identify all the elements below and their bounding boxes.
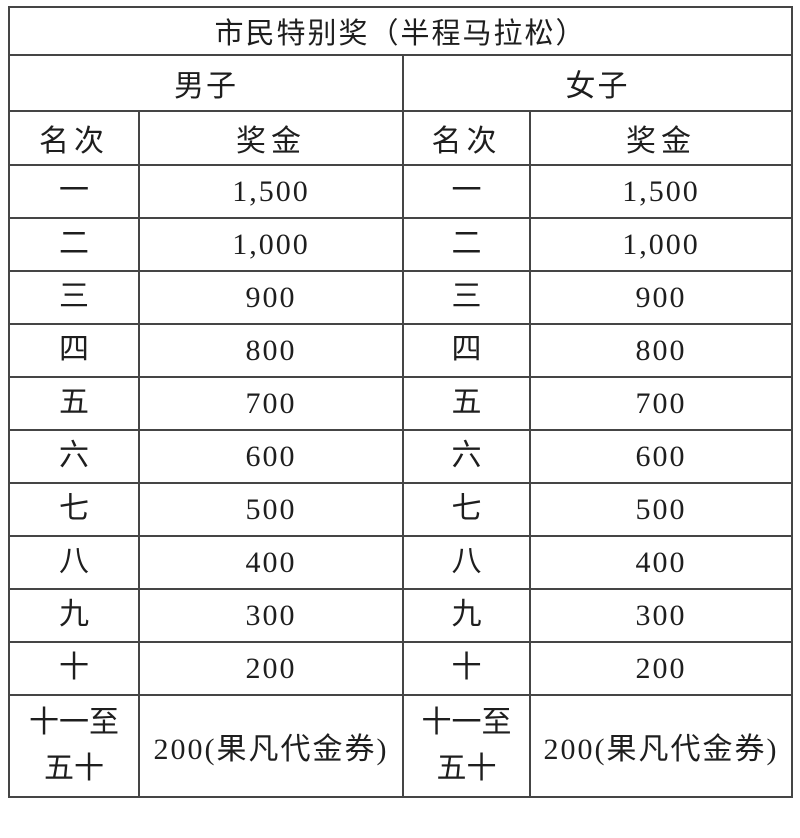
group-header-women: 女子 — [401, 54, 794, 112]
prize-cell-men: 900 — [138, 270, 404, 325]
rank-cell-men: 五 — [8, 376, 140, 431]
prize-cell-women: 1,500 — [528, 164, 794, 219]
rank-cell-women: 一 — [402, 164, 531, 219]
column-header-row: 名次 奖金 名次 奖金 — [8, 110, 794, 166]
prize-cell-men: 600 — [138, 429, 404, 484]
prize-cell-men: 1,500 — [138, 164, 404, 219]
rank-cell-women: 九 — [402, 588, 531, 643]
rank-cell-men: 二 — [8, 217, 140, 272]
prize-cell-men: 400 — [138, 535, 404, 590]
prize-cell-women: 200(果凡代金券) — [528, 694, 794, 798]
col-header-rank-men: 名次 — [8, 110, 140, 166]
prize-cell-women: 500 — [528, 482, 794, 537]
rank-cell-men: 九 — [8, 588, 140, 643]
col-header-prize-men: 奖金 — [138, 110, 404, 166]
prize-cell-women: 400 — [528, 535, 794, 590]
prize-cell-men: 800 — [138, 323, 404, 378]
prize-cell-men: 700 — [138, 376, 404, 431]
rank-cell-women: 十 — [402, 641, 531, 696]
table-row: 九 300 九 300 — [8, 588, 794, 643]
table-title: 市民特别奖（半程马拉松） — [7, 6, 794, 56]
rank-cell-women: 五 — [402, 376, 531, 431]
col-header-rank-women: 名次 — [402, 110, 531, 166]
rank-cell-men: 八 — [8, 535, 140, 590]
prize-cell-men: 300 — [138, 588, 404, 643]
table-row: 十 200 十 200 — [8, 641, 794, 696]
table-row: 二 1,000 二 1,000 — [8, 217, 794, 272]
table-row: 八 400 八 400 — [8, 535, 794, 590]
prize-cell-women: 700 — [528, 376, 794, 431]
rank-cell-men: 十 — [8, 641, 140, 696]
prize-cell-women: 600 — [528, 429, 794, 484]
prize-table: 市民特别奖（半程马拉松） 男子 女子 名次 奖金 名次 奖金 一 1,500 一… — [7, 6, 794, 798]
rank-cell-women: 二 — [402, 217, 531, 272]
col-header-prize-women: 奖金 — [528, 110, 794, 166]
rank-cell-women: 十一至 五十 — [402, 694, 531, 798]
table-row: 四 800 四 800 — [8, 323, 794, 378]
prize-cell-women: 300 — [528, 588, 794, 643]
rank-cell-men: 七 — [8, 482, 140, 537]
prize-cell-men: 500 — [138, 482, 404, 537]
table-row: 七 500 七 500 — [8, 482, 794, 537]
rank-cell-women: 八 — [402, 535, 531, 590]
prize-cell-women: 900 — [528, 270, 794, 325]
table-row: 五 700 五 700 — [8, 376, 794, 431]
rank-cell-men: 一 — [8, 164, 140, 219]
prize-cell-women: 1,000 — [528, 217, 794, 272]
prize-cell-women: 200 — [528, 641, 794, 696]
rank-cell-women: 七 — [402, 482, 531, 537]
title-row: 市民特别奖（半程马拉松） — [7, 6, 794, 56]
prize-cell-men: 200 — [138, 641, 404, 696]
rank-cell-men: 六 — [8, 429, 140, 484]
rank-cell-men: 四 — [8, 323, 140, 378]
rank-cell-women: 四 — [402, 323, 531, 378]
table-row: 六 600 六 600 — [8, 429, 794, 484]
table-row: 三 900 三 900 — [8, 270, 794, 325]
rank-cell-women: 三 — [402, 270, 531, 325]
prize-cell-men: 200(果凡代金券) — [138, 694, 404, 798]
gender-header-row: 男子 女子 — [8, 54, 794, 112]
group-header-men: 男子 — [8, 54, 404, 112]
table-row: 十一至 五十 200(果凡代金券) 十一至 五十 200(果凡代金券) — [8, 694, 794, 798]
rank-cell-men: 十一至 五十 — [8, 694, 140, 798]
prize-cell-men: 1,000 — [138, 217, 404, 272]
table-row: 一 1,500 一 1,500 — [8, 164, 794, 219]
rank-cell-men: 三 — [8, 270, 140, 325]
rank-cell-women: 六 — [402, 429, 531, 484]
prize-cell-women: 800 — [528, 323, 794, 378]
